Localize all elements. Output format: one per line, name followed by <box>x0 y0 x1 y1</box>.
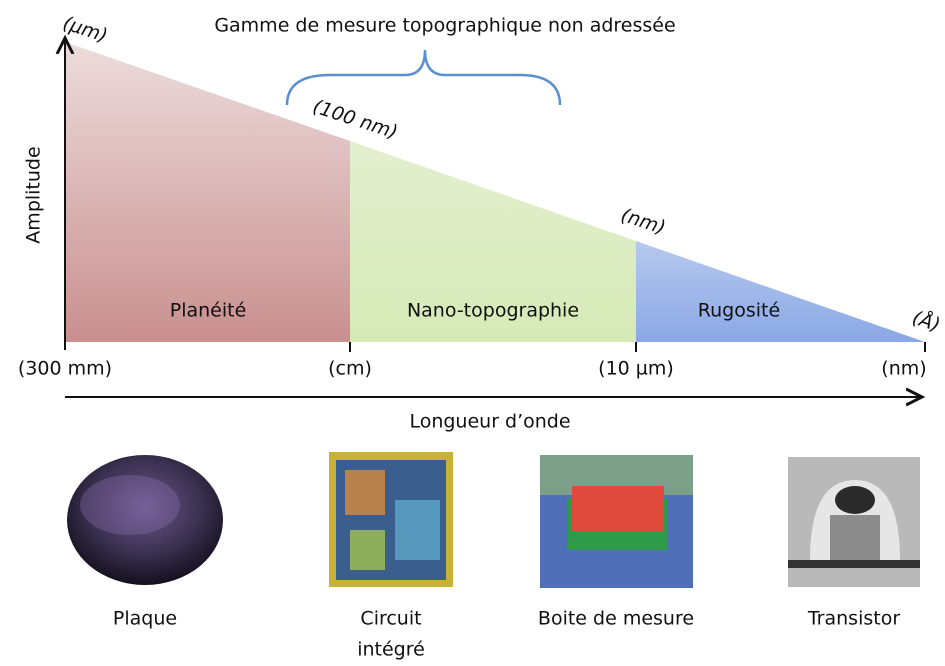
region-rugosite <box>636 241 925 342</box>
wavelength-label: (10 µm) <box>598 358 674 380</box>
amplitude-label: (nm) <box>618 204 668 239</box>
image-label: Transistor <box>807 608 900 630</box>
image-label: Plaque <box>113 608 177 630</box>
region-planeite <box>65 42 350 342</box>
region-label: Rugosité <box>698 300 780 322</box>
wavelength-label: (cm) <box>328 358 372 380</box>
image-box <box>540 455 693 588</box>
region-label: Nano-topographie <box>407 300 579 322</box>
image-label: Circuit <box>360 608 421 630</box>
amplitude-label: (µm) <box>60 12 110 47</box>
image-label: Boite de mesure <box>538 608 694 630</box>
region-label: Planéité <box>170 300 247 322</box>
y-axis-label: Amplitude <box>23 146 45 243</box>
ticks <box>349 342 926 352</box>
wavelength-label: (nm) <box>881 358 926 380</box>
title: Gamme de mesure topographique non adress… <box>214 15 675 37</box>
wavelength-label: (300 mm) <box>18 358 112 380</box>
image-label: intégré <box>357 639 425 661</box>
image-transistor <box>788 457 920 587</box>
region-nano <box>350 141 636 342</box>
image-chip <box>329 452 453 587</box>
brace <box>285 49 562 106</box>
x-axis-label: Longueur d’onde <box>409 411 570 433</box>
image-wafer <box>67 455 223 585</box>
amplitude-label: (Å) <box>910 306 944 336</box>
